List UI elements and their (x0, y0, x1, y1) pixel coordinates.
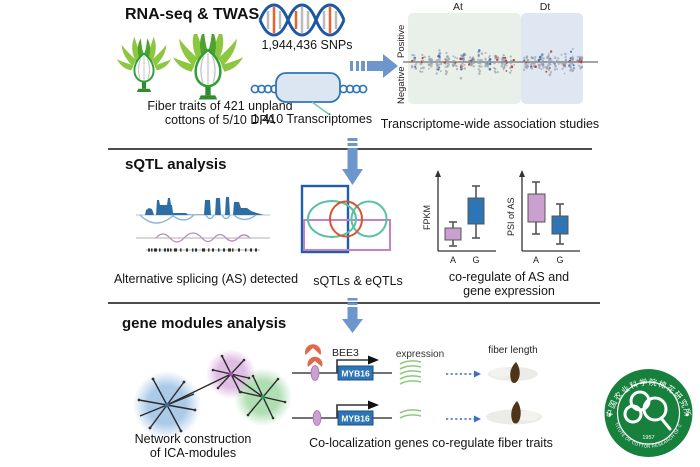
colocalization-caption: Co-localization genes co-regulate fiber … (309, 436, 553, 450)
fiber-icon (488, 362, 538, 383)
logo-clover-mark (623, 390, 672, 431)
network-caption-line2: of ICA-modules (149, 446, 237, 460)
sashimi-plot-icon (136, 197, 270, 252)
twas-ylabel-negative: Negative (396, 67, 407, 105)
twas-ylabel-positive: Positive (396, 25, 407, 58)
expression-squiggles-low (399, 409, 422, 419)
gene-box (337, 365, 374, 381)
down-arrow-icon (342, 138, 363, 185)
bee3-label: BEE3 (332, 347, 359, 359)
boxplot2-tick-a: A (533, 255, 539, 265)
twas-caption: Transcriptome-wide association studies (380, 117, 600, 131)
venn-icon (300, 184, 391, 254)
institute-logo: 中国农业科学院棉花研究所 INSTITUTE OF COTTON RESEARC… (602, 366, 693, 457)
network-caption-line1: Network construction (134, 432, 252, 446)
cotton-caption-line1: Fiber traits of 421 unpland (147, 99, 293, 113)
boxplot-caption-line2: gene expression (463, 284, 555, 298)
fiber-icon (486, 401, 542, 425)
boxplot-ylabel-fpkm: FPKM (422, 205, 432, 230)
cotton-caption-line2: cottons of 5/10 DPA (164, 113, 276, 127)
network-caption: Network construction of ICA-modules (108, 432, 278, 460)
boxplot-caption-line1: co-regulate of AS and (448, 270, 570, 284)
section-title-modules: gene modules analysis (122, 315, 287, 332)
gene-box-label: MYB16 (341, 369, 370, 379)
snp-marker (310, 365, 320, 381)
twas-scatter-dots (410, 47, 584, 80)
gene-box (337, 410, 374, 426)
logo-diamond-left: ◆ (608, 412, 612, 417)
cotton-caption: Fiber traits of 421 unpland cottons of 5… (100, 99, 340, 127)
snps-label: 1,944,436 SNPs (261, 38, 353, 52)
gene-box-label: MYB16 (341, 414, 370, 424)
twas-plot: At Dt Positive Negative (396, 1, 598, 105)
transcriptome-chain-icon (250, 72, 368, 116)
gene-regulation-diagram: BEE3 expression fiber length MYB16 MYB16 (292, 344, 542, 426)
snp-marker (312, 410, 322, 426)
promoter-arrow-icon (336, 359, 368, 373)
logo-year: 1957 (642, 435, 654, 441)
transcriptomes-label: 1,410 Transcriptomes (251, 112, 373, 126)
as-caption: Alternative splicing (AS) detected (113, 272, 299, 286)
venn-caption: sQTLs & eQTLs (313, 274, 403, 288)
boxplot2-tick-g: G (556, 255, 563, 265)
boxplot1-tick-a: A (450, 255, 456, 265)
expression-squiggles-high (399, 360, 422, 385)
cotton-boll-icon (115, 34, 245, 101)
down-arrow-icon (342, 298, 363, 333)
twas-dt-label: Dt (540, 1, 551, 13)
network-icon (133, 349, 292, 439)
logo-diamond-right: ◆ (685, 412, 689, 417)
boxplots: FPKM PSI of AS A G A G (422, 170, 580, 265)
bee3-bound-icon (307, 356, 323, 367)
right-arrow-icon (350, 54, 398, 78)
boxplot-caption: co-regulate of AS and gene expression (418, 270, 600, 298)
fiber-length-label: fiber length (488, 345, 537, 356)
boxplot1-tick-g: G (472, 255, 479, 265)
twas-at-label: At (453, 1, 463, 13)
section-title-sqtl: sQTL analysis (125, 156, 227, 173)
boxplot-ylabel-psi: PSI of AS (506, 197, 516, 236)
promoter-arrow-icon (336, 404, 368, 418)
section-title-rnaseq-twas: RNA-seq & TWAS (125, 6, 260, 23)
bee3-icon (305, 344, 321, 355)
twas-panel-dt (521, 13, 583, 104)
expression-label: expression (396, 349, 444, 360)
dna-helix-icon (258, 3, 346, 37)
